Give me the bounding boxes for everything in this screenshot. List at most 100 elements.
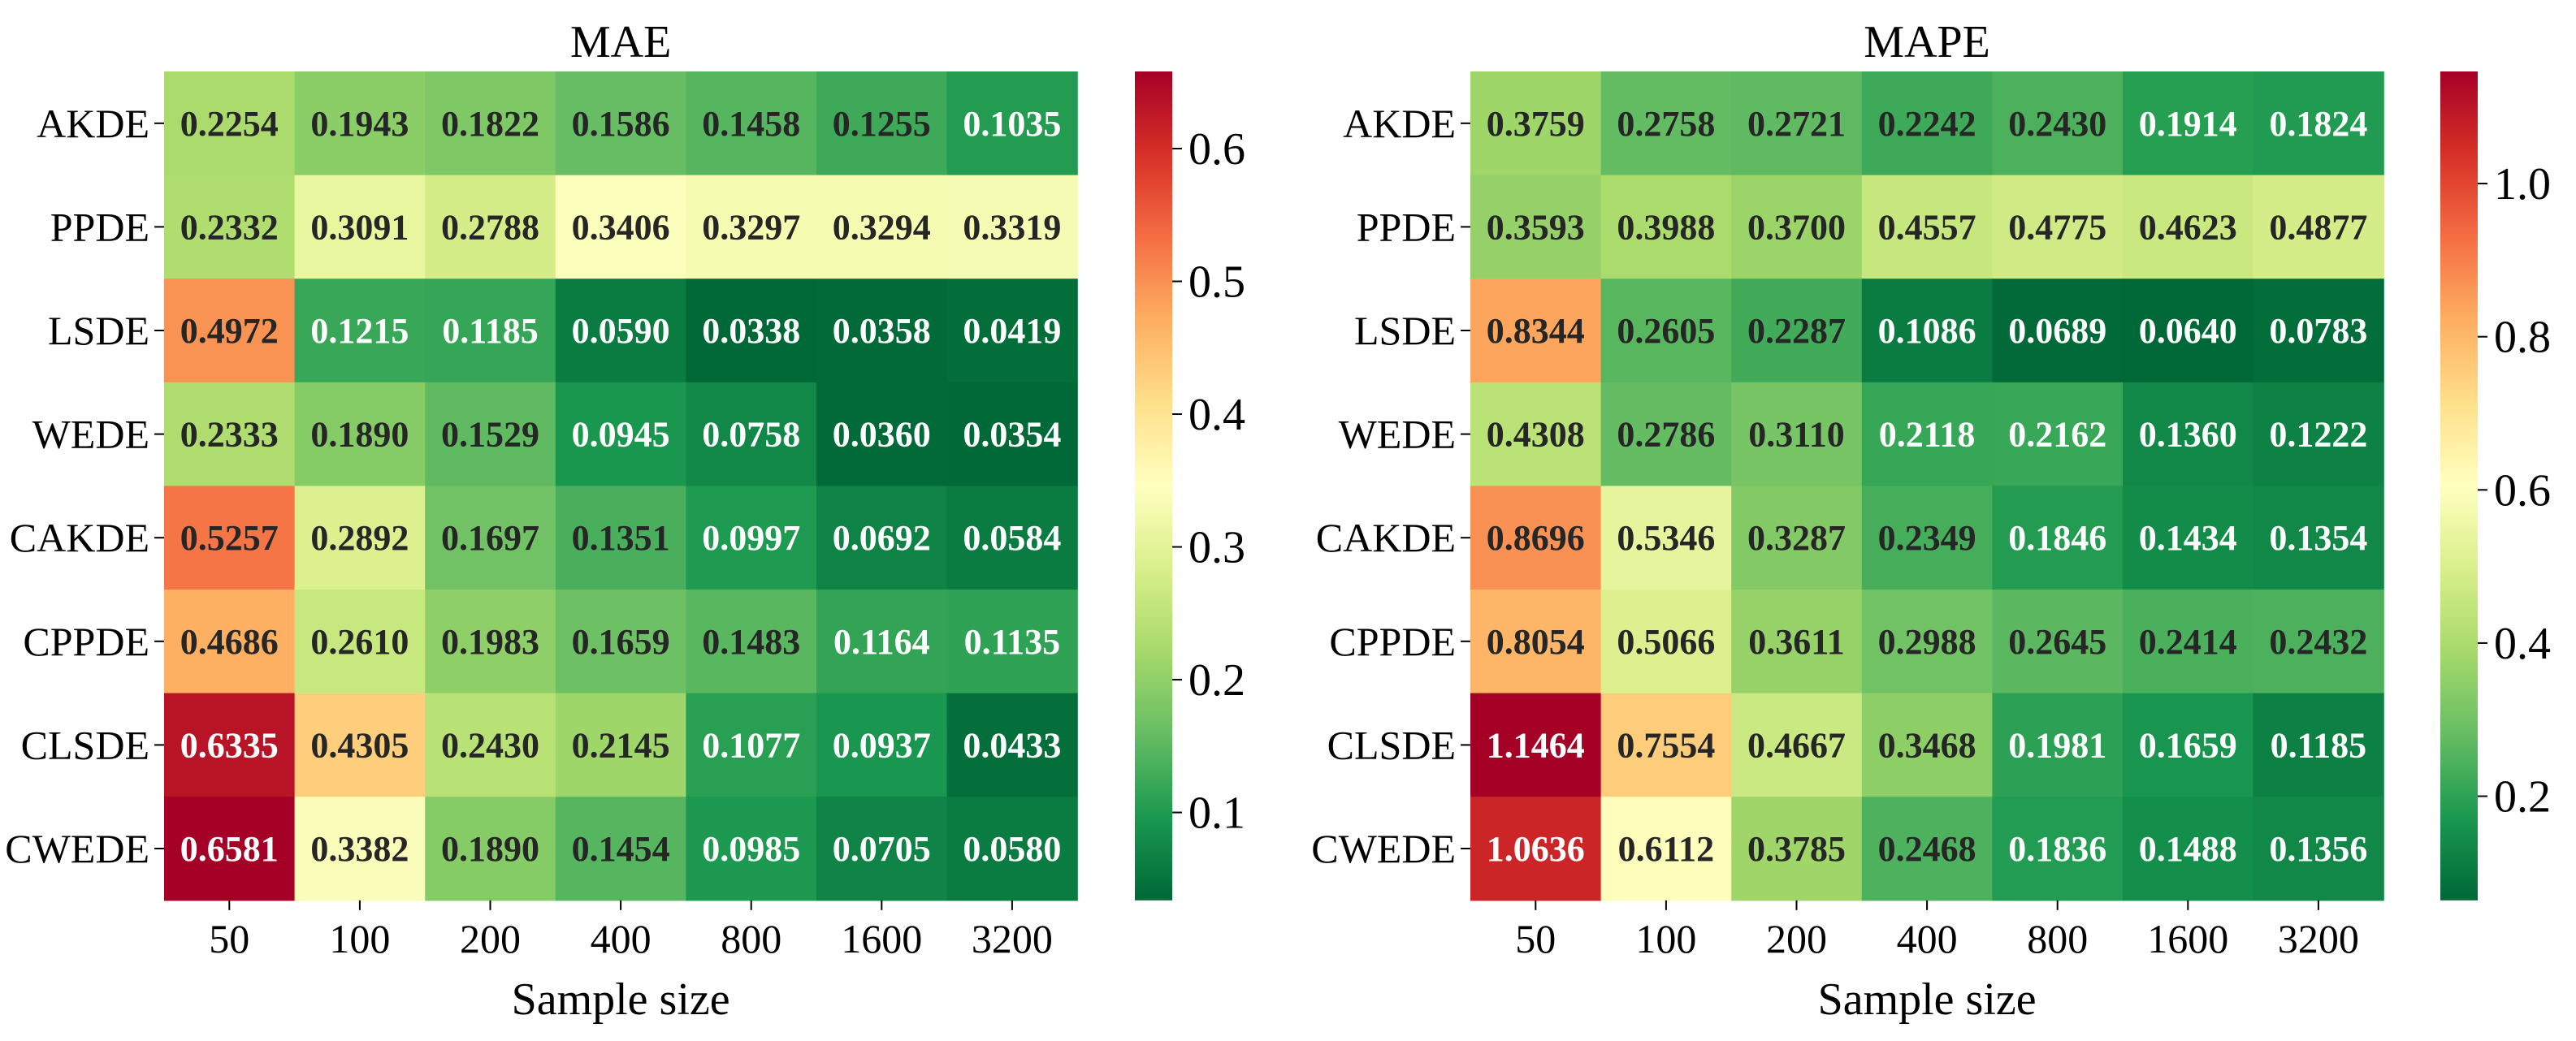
heatmap-cell [164, 590, 296, 694]
x-tick-label: 200 [460, 916, 521, 961]
heatmap-cell [1470, 71, 1602, 176]
heatmap-cell [294, 175, 426, 279]
heatmap-cell [1600, 382, 1732, 486]
heatmap-cell [1731, 590, 1863, 694]
cell-value-label: 0.1077 [702, 725, 800, 765]
cell-value-label: 0.1586 [572, 104, 670, 144]
mape-heatmap-panel: MAPE 0.3759 0.2758 0.2721 0.2242 0.2430 0.1914… [1311, 17, 2551, 1025]
chart-title: MAE [570, 17, 671, 67]
heatmap-cell [816, 590, 948, 694]
cell-value-label: 0.5257 [180, 518, 279, 558]
cell-value-label: 0.3611 [1748, 622, 1845, 662]
cell-value-label: 0.2605 [1617, 311, 1715, 351]
cell-value-label: 0.3593 [1487, 207, 1585, 247]
cell-value-label: 0.3297 [702, 207, 800, 247]
cell-value-label: 0.1215 [310, 311, 409, 351]
cell-value-label: 0.2254 [180, 104, 279, 144]
heatmap-cell [816, 71, 948, 176]
y-tick-label: LSDE [1354, 308, 1456, 353]
heatmap-cell [1861, 693, 1993, 797]
heatmap-cell [1731, 71, 1863, 176]
cell-value-label: 0.6581 [180, 829, 279, 869]
cell-value-label: 0.1354 [2269, 518, 2367, 558]
cell-value-label: 0.2430 [2008, 104, 2106, 144]
heatmap-cell [686, 693, 817, 797]
colorbar-tick-label: 0.5 [1188, 257, 1245, 308]
heatmap-cell [686, 797, 817, 901]
heatmap-cell [946, 486, 1078, 590]
cell-value-label: 0.3382 [310, 829, 409, 869]
heatmap-cell [1600, 279, 1732, 383]
cell-value-label: 0.8344 [1487, 311, 1585, 351]
cell-value-label: 0.1351 [572, 518, 670, 558]
cell-value-label: 0.4667 [1747, 725, 1846, 765]
colorbar-tick-label: 0.6 [1188, 124, 1245, 175]
cell-value-label: 0.3759 [1487, 104, 1585, 144]
cell-value-label: 0.5346 [1617, 518, 1715, 558]
heatmap-cell [1992, 279, 2124, 383]
colorbar-tick-label: 1.0 [2494, 159, 2551, 209]
heatmap-cell [1470, 175, 1602, 279]
cell-value-label: 0.0945 [572, 415, 670, 455]
heatmap-cell [1992, 175, 2124, 279]
cell-value-label: 0.2118 [1879, 415, 1976, 455]
colorbar-tick-label: 0.2 [1188, 655, 1245, 706]
cell-value-label: 0.3468 [1878, 725, 1976, 765]
cell-value-label: 0.3294 [833, 207, 931, 247]
cell-value-label: 0.4308 [1487, 415, 1585, 455]
cell-value-label: 0.2786 [1617, 415, 1715, 455]
cell-value-label: 0.2242 [1878, 104, 1976, 144]
heatmap-cell [1470, 279, 1602, 383]
x-tick-label: 100 [329, 916, 390, 961]
cell-value-label: 0.7554 [1617, 725, 1715, 765]
cell-value-label: 0.0354 [963, 415, 1061, 455]
cell-value-label: 0.0758 [702, 415, 800, 455]
heatmap-cell [686, 590, 817, 694]
heatmap-cell [946, 175, 1078, 279]
y-tick-label: CPPDE [23, 619, 149, 664]
heatmap-cell [1600, 797, 1732, 901]
cell-value-label: 0.2333 [180, 415, 279, 455]
cell-value-label: 0.1185 [2271, 725, 2367, 765]
cell-value-label: 1.1464 [1487, 725, 1585, 765]
heatmap-cell [164, 71, 296, 176]
x-tick-label: 400 [591, 916, 652, 961]
cell-value-label: 0.4623 [2139, 207, 2237, 247]
heatmap-cell [1470, 382, 1602, 486]
cell-value-label: 0.1086 [1878, 311, 1976, 351]
cell-value-label: 0.1164 [833, 622, 930, 662]
heatmap-cell [946, 797, 1078, 901]
y-tick-label: CPPDE [1329, 619, 1456, 664]
x-tick-label: 200 [1766, 916, 1827, 961]
y-tick-label: CLSDE [1327, 722, 1456, 767]
cell-value-label: 0.0419 [963, 311, 1061, 351]
heatmap-cell [816, 693, 948, 797]
heatmap-cell [1600, 693, 1732, 797]
cell-value-label: 0.2162 [2008, 415, 2106, 455]
heatmap-cell [1600, 175, 1732, 279]
heatmap-cell [164, 693, 296, 797]
cell-value-label: 0.5066 [1617, 622, 1715, 662]
mae-heatmap-panel: MAE 0.2254 0.1943 0.1822 0.1586 0.1458 0.1255 0… [5, 17, 1245, 1025]
y-tick-label: CWEDE [5, 826, 149, 871]
heatmap-cell [425, 71, 556, 176]
colorbar-tick-label: 0.8 [2494, 313, 2551, 363]
heatmap-cell [425, 279, 556, 383]
cell-value-label: 0.1458 [702, 104, 800, 144]
heatmap-cell [555, 797, 686, 901]
cell-value-label: 0.2414 [2139, 622, 2237, 662]
cell-value-label: 0.2988 [1878, 622, 1976, 662]
cell-value-label: 0.0433 [963, 725, 1061, 765]
cell-value-label: 0.0783 [2269, 311, 2367, 351]
cell-value-label: 0.3287 [1747, 518, 1846, 558]
cell-value-label: 0.0689 [2008, 311, 2106, 351]
heatmap-cell [2253, 590, 2384, 694]
heatmap-cell [1861, 382, 1993, 486]
heatmap-cell [1992, 486, 2124, 590]
cell-value-label: 0.2430 [441, 725, 539, 765]
heatmap-cell [946, 279, 1078, 383]
cell-value-label: 0.3700 [1747, 207, 1846, 247]
cell-value-label: 0.4686 [180, 622, 279, 662]
heatmap-cell [1861, 175, 1993, 279]
cell-value-label: 0.2432 [2269, 622, 2367, 662]
